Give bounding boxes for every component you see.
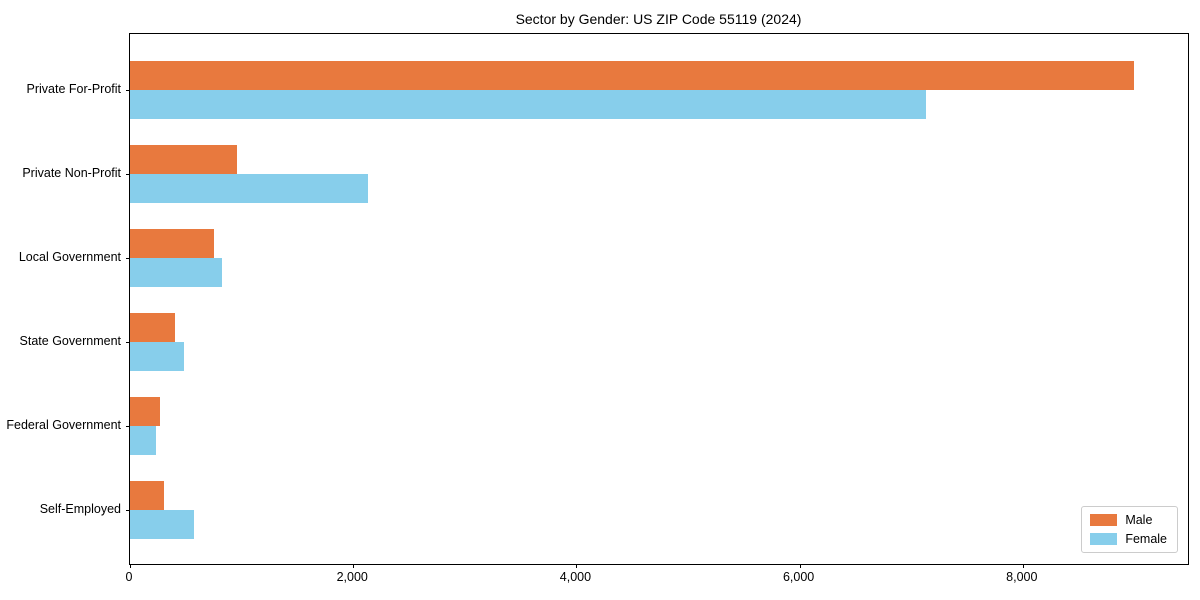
bar-male-federal-government (130, 396, 161, 426)
bar-female-self-employed (130, 509, 194, 539)
legend-swatch-male (1090, 514, 1118, 526)
x-tick-label-6-000: 6,000 (782, 570, 815, 584)
legend-item-female: Female (1090, 532, 1167, 546)
bar-male-local-government (130, 228, 214, 258)
category-label-local-government: Local Government (18, 249, 121, 264)
bar-female-private-non-profit (130, 173, 368, 203)
legend-label-male: Male (1125, 513, 1153, 527)
bar-female-federal-government (130, 425, 156, 455)
bar-male-private-non-profit (130, 144, 238, 174)
bar-male-private-for-profit (130, 61, 1135, 90)
x-tick-label-0: 0 (125, 570, 133, 584)
y-tick-mark (126, 173, 130, 175)
category-label-private-for-profit: Private For-Profit (26, 82, 121, 96)
plot-area (126, 33, 1189, 568)
bar-male-state-government (130, 312, 175, 342)
legend-label-female: Female (1125, 532, 1167, 546)
y-tick-mark (126, 90, 130, 91)
x-tick-label-4-000: 4,000 (559, 570, 592, 584)
x-tick-label-8-000: 8,000 (1006, 570, 1038, 584)
y-tick-mark (126, 425, 130, 427)
bar-male-self-employed (130, 480, 164, 510)
bar-female-state-government (130, 341, 184, 371)
x-tick-mark (576, 564, 578, 568)
y-tick-mark (126, 509, 130, 511)
y-tick-mark (126, 341, 130, 343)
chart-title: Sector by Gender: US ZIP Code 55119 (202… (515, 11, 802, 27)
x-tick-label-2-000: 2,000 (336, 570, 368, 584)
x-tick-mark (799, 564, 801, 568)
category-label-private-non-profit: Private Non-Profit (22, 165, 121, 180)
legend: Male Female (1081, 506, 1178, 553)
category-label-federal-government: Federal Government (6, 417, 121, 432)
y-tick-mark (126, 257, 130, 259)
x-tick-mark (1022, 564, 1024, 568)
category-label-state-government: State Government (19, 333, 121, 348)
legend-item-male: Male (1090, 513, 1167, 527)
x-tick-mark (130, 564, 131, 568)
category-label-self-employed: Self-Employed (39, 501, 121, 516)
x-tick-mark (353, 564, 355, 568)
legend-swatch-female (1090, 533, 1118, 545)
bar-female-local-government (130, 257, 222, 287)
bar-female-private-for-profit (130, 90, 926, 119)
